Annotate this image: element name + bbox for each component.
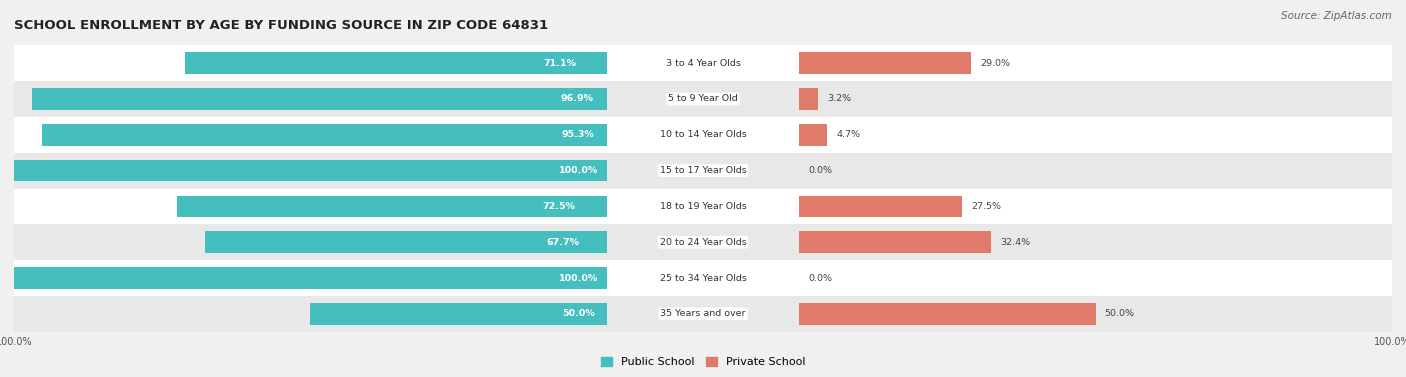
- Bar: [14, 117, 606, 153]
- Bar: [800, 52, 972, 74]
- Bar: [800, 303, 1095, 325]
- Bar: [800, 45, 1392, 81]
- Bar: [800, 124, 827, 146]
- Text: 50.0%: 50.0%: [1105, 310, 1135, 318]
- Bar: [14, 45, 606, 81]
- Text: 35 Years and over: 35 Years and over: [661, 310, 745, 318]
- Bar: [14, 296, 606, 332]
- Text: 3.2%: 3.2%: [827, 95, 852, 103]
- Bar: [606, 296, 800, 332]
- Bar: [14, 260, 606, 296]
- Bar: [14, 224, 606, 260]
- Text: SCHOOL ENROLLMENT BY AGE BY FUNDING SOURCE IN ZIP CODE 64831: SCHOOL ENROLLMENT BY AGE BY FUNDING SOUR…: [14, 19, 548, 32]
- Bar: [800, 296, 1392, 332]
- Text: 27.5%: 27.5%: [972, 202, 1001, 211]
- Bar: [606, 188, 800, 224]
- Bar: [606, 153, 800, 188]
- Bar: [800, 196, 962, 217]
- Bar: [14, 188, 606, 224]
- Bar: [606, 45, 800, 81]
- Text: 25 to 34 Year Olds: 25 to 34 Year Olds: [659, 274, 747, 282]
- Text: 0.0%: 0.0%: [808, 274, 832, 282]
- Text: 29.0%: 29.0%: [980, 59, 1010, 67]
- Text: 4.7%: 4.7%: [837, 130, 860, 139]
- Text: 72.5%: 72.5%: [543, 202, 575, 211]
- Text: 20 to 24 Year Olds: 20 to 24 Year Olds: [659, 238, 747, 247]
- Bar: [800, 81, 1392, 117]
- Text: 5 to 9 Year Old: 5 to 9 Year Old: [668, 95, 738, 103]
- Text: 71.1%: 71.1%: [543, 59, 576, 67]
- Text: 96.9%: 96.9%: [561, 95, 593, 103]
- Text: 100.0%: 100.0%: [560, 274, 599, 282]
- Bar: [800, 224, 1392, 260]
- Bar: [14, 267, 606, 289]
- Text: 50.0%: 50.0%: [562, 310, 595, 318]
- Bar: [606, 81, 800, 117]
- Bar: [800, 153, 1392, 188]
- Bar: [800, 88, 818, 110]
- Text: 32.4%: 32.4%: [1000, 238, 1031, 247]
- Bar: [606, 224, 800, 260]
- Bar: [800, 231, 991, 253]
- Text: Source: ZipAtlas.com: Source: ZipAtlas.com: [1281, 11, 1392, 21]
- Bar: [311, 303, 606, 325]
- Text: 15 to 17 Year Olds: 15 to 17 Year Olds: [659, 166, 747, 175]
- Bar: [800, 188, 1392, 224]
- Text: 67.7%: 67.7%: [547, 238, 579, 247]
- Bar: [800, 117, 1392, 153]
- Text: 100.0%: 100.0%: [560, 166, 599, 175]
- Text: 95.3%: 95.3%: [561, 130, 595, 139]
- Legend: Public School, Private School: Public School, Private School: [596, 352, 810, 371]
- Bar: [14, 153, 606, 188]
- Bar: [32, 88, 606, 110]
- Text: 10 to 14 Year Olds: 10 to 14 Year Olds: [659, 130, 747, 139]
- Text: 0.0%: 0.0%: [808, 166, 832, 175]
- Bar: [205, 231, 606, 253]
- Bar: [800, 260, 1392, 296]
- Bar: [606, 117, 800, 153]
- Text: 3 to 4 Year Olds: 3 to 4 Year Olds: [665, 59, 741, 67]
- Bar: [606, 260, 800, 296]
- Bar: [14, 160, 606, 181]
- Bar: [42, 124, 606, 146]
- Text: 18 to 19 Year Olds: 18 to 19 Year Olds: [659, 202, 747, 211]
- Bar: [177, 196, 606, 217]
- Bar: [14, 81, 606, 117]
- Bar: [186, 52, 606, 74]
